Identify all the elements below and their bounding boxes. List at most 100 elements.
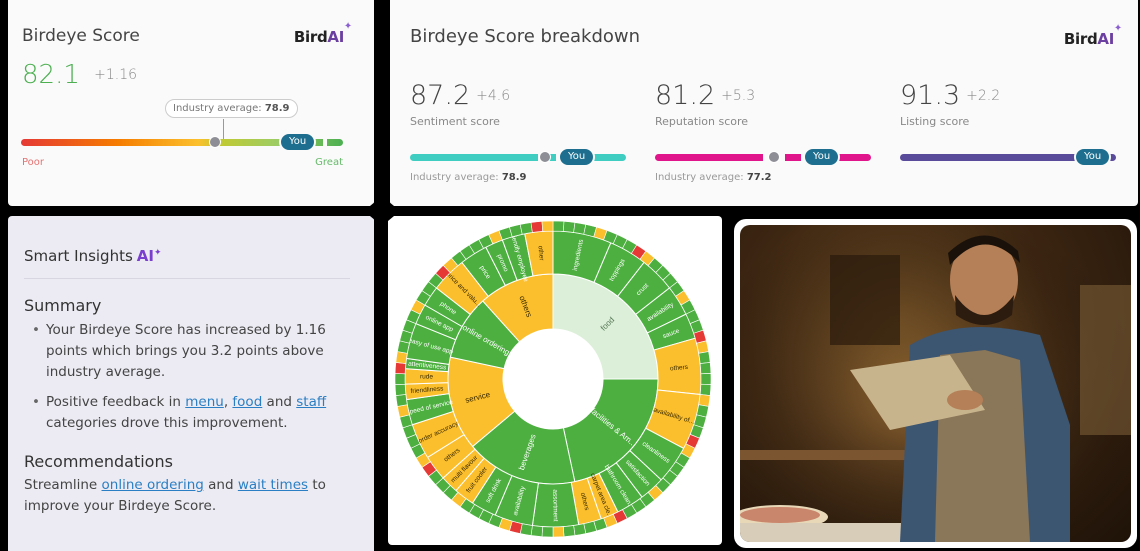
sunburst-leaf-segment[interactable] <box>700 373 712 385</box>
food-link[interactable]: food <box>232 394 263 410</box>
text: and <box>203 477 238 493</box>
brand-prefix: Bird <box>1063 30 1098 48</box>
birdai-logo: BirdAI ✦ <box>1063 23 1122 48</box>
divider <box>24 278 350 279</box>
birdai-logo: BirdAI ✦ <box>293 21 352 46</box>
ai-badge: AI✦ <box>137 247 162 265</box>
avg-label: Industry average: <box>655 172 744 183</box>
you-marker: You <box>1074 147 1112 167</box>
chef-illustration <box>740 225 1131 542</box>
chef-photo <box>740 225 1131 542</box>
segment-label: others <box>579 492 590 512</box>
metric-delta: +4.6 <box>476 88 511 104</box>
sunburst-leaf-segment[interactable] <box>699 383 712 396</box>
listing-metric: 91.3 +2.2 Listing score You <box>900 80 1120 167</box>
sunburst-inner-segment[interactable]: beverages <box>471 410 576 485</box>
summary-bullet: Positive feedback in menu, food and staf… <box>32 392 352 434</box>
sunburst-inner-segment[interactable]: online ordering <box>449 300 521 370</box>
segment-label: assortment <box>551 489 559 521</box>
tooltip-label: Industry average: <box>173 103 262 114</box>
card-title: Birdeye Score breakdown <box>410 26 641 47</box>
birdeye-score-card: Birdeye Score BirdAI ✦ 82.1 +1.16 Indust… <box>8 0 374 206</box>
sunburst-outer-segment[interactable]: easy of use app <box>405 322 457 365</box>
sentiment-bar: You <box>410 147 626 167</box>
metric-value: 91.3 <box>900 80 961 111</box>
great-label: Great <box>315 157 343 168</box>
industry-average-marker <box>209 136 221 148</box>
poor-label: Poor <box>22 157 45 168</box>
brand-prefix: Bird <box>293 28 328 46</box>
sunburst-leaf-segment[interactable] <box>394 362 407 375</box>
brand-suffix: AI <box>1097 30 1114 48</box>
sunburst-leaf-segment[interactable] <box>541 526 554 538</box>
tooltip-stem <box>223 119 224 141</box>
you-marker: You <box>279 132 317 152</box>
segment-label: rude <box>420 373 434 380</box>
sunburst-leaf-segment[interactable] <box>698 351 711 364</box>
menu-link[interactable]: menu <box>185 394 224 410</box>
sunburst-leaf-segment[interactable] <box>563 221 576 233</box>
sunburst-leaf-segment[interactable] <box>394 383 407 396</box>
you-marker: You <box>558 147 596 167</box>
industry-average-marker <box>539 151 551 163</box>
sunburst-leaf-segment[interactable] <box>394 373 406 385</box>
sentiment-sunburst-card: food facilities & Am... beverages service on… <box>388 216 722 545</box>
sunburst-leaf-segment[interactable] <box>395 394 408 407</box>
text: categories drove this improvement. <box>46 415 288 431</box>
sunburst-outer-segment[interactable]: assortment <box>531 481 580 528</box>
segment-label: friendliness <box>410 385 444 395</box>
sunburst-leaf-segment[interactable] <box>395 351 408 364</box>
industry-average: Industry average: 77.2 <box>655 172 772 183</box>
reputation-metric: 81.2 +5.3 Reputation score You Industry a… <box>655 80 875 183</box>
sunburst-leaf-segment[interactable] <box>530 525 543 537</box>
summary-bullet: Your Birdeye Score has increased by 1.16… <box>32 320 352 383</box>
listing-bar: You <box>900 147 1116 167</box>
sparkle-icon: ✦ <box>1113 23 1122 34</box>
metric-value: 81.2 <box>655 80 716 111</box>
sunburst-leaf-segment[interactable] <box>698 394 711 407</box>
industry-average: Industry average: 78.9 <box>410 172 527 183</box>
sparkle-icon: ✦ <box>343 21 352 32</box>
recommendation-text: Streamline online ordering and wait time… <box>24 475 354 517</box>
sunburst-leaf-segment[interactable] <box>573 523 587 536</box>
segment-label: others <box>670 364 689 373</box>
avg-value: 77.2 <box>746 172 772 183</box>
sunburst-leaf-segment[interactable] <box>699 362 712 375</box>
segment-label: other <box>536 245 544 261</box>
industry-average-marker <box>768 151 780 163</box>
text: Streamline <box>24 477 102 493</box>
segment-label: attentiveness <box>408 361 448 372</box>
sunburst-leaf-segment[interactable] <box>519 222 533 235</box>
sunburst-leaf-segment[interactable] <box>563 525 576 537</box>
metric-label: Listing score <box>900 115 970 128</box>
avg-label: Industry average: <box>410 172 499 183</box>
sentiment-metric: 87.2 +4.6 Sentiment score You Industry av… <box>410 80 630 183</box>
overall-score: 82.1 +1.16 <box>22 60 137 90</box>
metric-delta: +2.2 <box>966 88 1001 104</box>
insights-title: Smart Insights AI✦ <box>24 247 162 265</box>
industry-average-tooltip: Industry average: 78.9 <box>165 99 298 118</box>
sunburst-leaf-segment[interactable] <box>552 220 565 232</box>
metric-delta: +5.3 <box>721 88 756 104</box>
avg-value: 78.9 <box>501 172 527 183</box>
gauge-gap <box>323 139 327 146</box>
sunburst-leaf-segment[interactable] <box>541 220 554 232</box>
sunburst-leaf-segment[interactable] <box>552 526 565 538</box>
sunburst-leaf-segment[interactable] <box>397 404 410 418</box>
sunburst-leaf-segment[interactable] <box>696 340 709 354</box>
metric-label: Reputation score <box>655 115 749 128</box>
online-ordering-link[interactable]: online ordering <box>101 477 204 493</box>
staff-link[interactable]: staff <box>296 394 327 410</box>
score-breakdown-card: Birdeye Score breakdown BirdAI ✦ 87.2 +4.… <box>390 0 1138 206</box>
text: , <box>223 394 233 410</box>
metric-label: Sentiment score <box>410 115 500 128</box>
card-title: Birdeye Score <box>22 26 140 46</box>
sunburst-leaf-segment[interactable] <box>530 221 543 233</box>
you-marker: You <box>803 147 841 167</box>
wait-times-link[interactable]: wait times <box>237 477 309 493</box>
reputation-bar: You <box>655 147 871 167</box>
ai-badge-text: AI <box>136 247 154 265</box>
text: and <box>262 394 297 410</box>
